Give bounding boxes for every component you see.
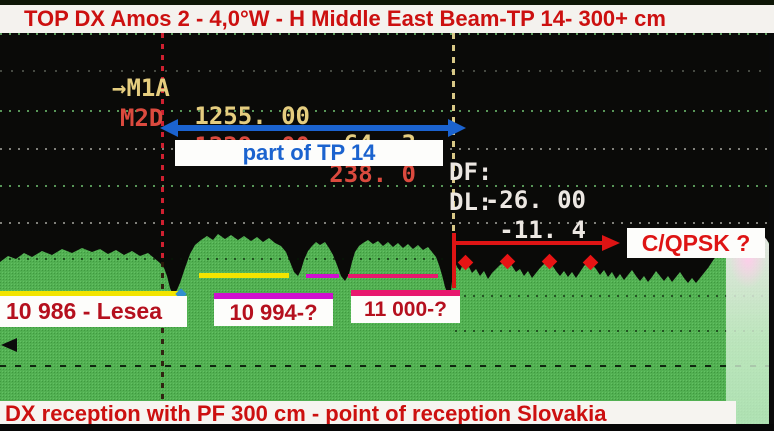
highlight-band xyxy=(726,232,770,424)
tp-span-arrowhead-right-icon xyxy=(448,119,466,137)
gridline xyxy=(0,258,445,260)
marker2-vline xyxy=(452,33,455,270)
bandwidth-bar-10994-upper xyxy=(199,273,289,278)
title-banner: TOP DX Amos 2 - 4,0°W - H Middle East Be… xyxy=(0,5,774,33)
qpsk-arrow-line xyxy=(452,241,604,245)
qpsk-arrow-startbar xyxy=(452,233,456,288)
gridline xyxy=(455,295,769,297)
gridline xyxy=(0,185,770,187)
gridline xyxy=(0,70,770,72)
freq-label-10994: 10 994-? xyxy=(214,293,333,326)
spectrum-polygon xyxy=(0,232,774,424)
tp-span-arrowhead-left-icon xyxy=(160,119,178,137)
freq-label-lesea: 10 986 - Lesea xyxy=(0,296,187,327)
delta-level-label: DL: xyxy=(449,188,493,216)
marker1-readout-row: →M1A 1255. 00 64. 3 DF: -26. 00 xyxy=(0,46,586,214)
gridline xyxy=(0,222,770,224)
caption-banner: DX reception with PF 300 cm - point of r… xyxy=(0,401,736,426)
marker1-arrow-icon: → xyxy=(112,74,127,102)
marker1-vline xyxy=(161,33,164,262)
qpsk-label: C/QPSK ? xyxy=(627,228,765,258)
delta-frequency-value: -26. 00 xyxy=(484,186,586,214)
left-edge-marker-icon xyxy=(1,338,17,352)
right-border xyxy=(769,33,774,424)
gridline xyxy=(0,365,770,367)
gridline xyxy=(455,330,769,332)
top-border xyxy=(0,0,774,5)
qpsk-arrowhead-icon xyxy=(602,235,620,251)
bottom-border xyxy=(0,424,774,431)
bandwidth-bar-magenta xyxy=(306,274,339,278)
marker2-name: M2D xyxy=(120,104,164,132)
marker1-name: →M1A xyxy=(112,74,170,102)
tp-span-arrow-line xyxy=(176,125,451,131)
bandwidth-bar-11000-upper xyxy=(348,274,438,278)
marker2-readout-row: M2D 1229. 00 238. 0 DL: -11. 4 xyxy=(0,76,586,244)
gridline xyxy=(0,110,770,112)
bandwidth-bar-lesea xyxy=(0,291,180,296)
tp-span-label: part of TP 14 xyxy=(175,140,443,166)
delta-frequency-label: DF: xyxy=(449,158,493,186)
gridline xyxy=(0,33,770,35)
marker1-vline-lower xyxy=(161,262,164,424)
freq-label-11000: 11 000-? xyxy=(351,290,460,323)
delta-level-value: -11. 4 xyxy=(499,216,586,244)
